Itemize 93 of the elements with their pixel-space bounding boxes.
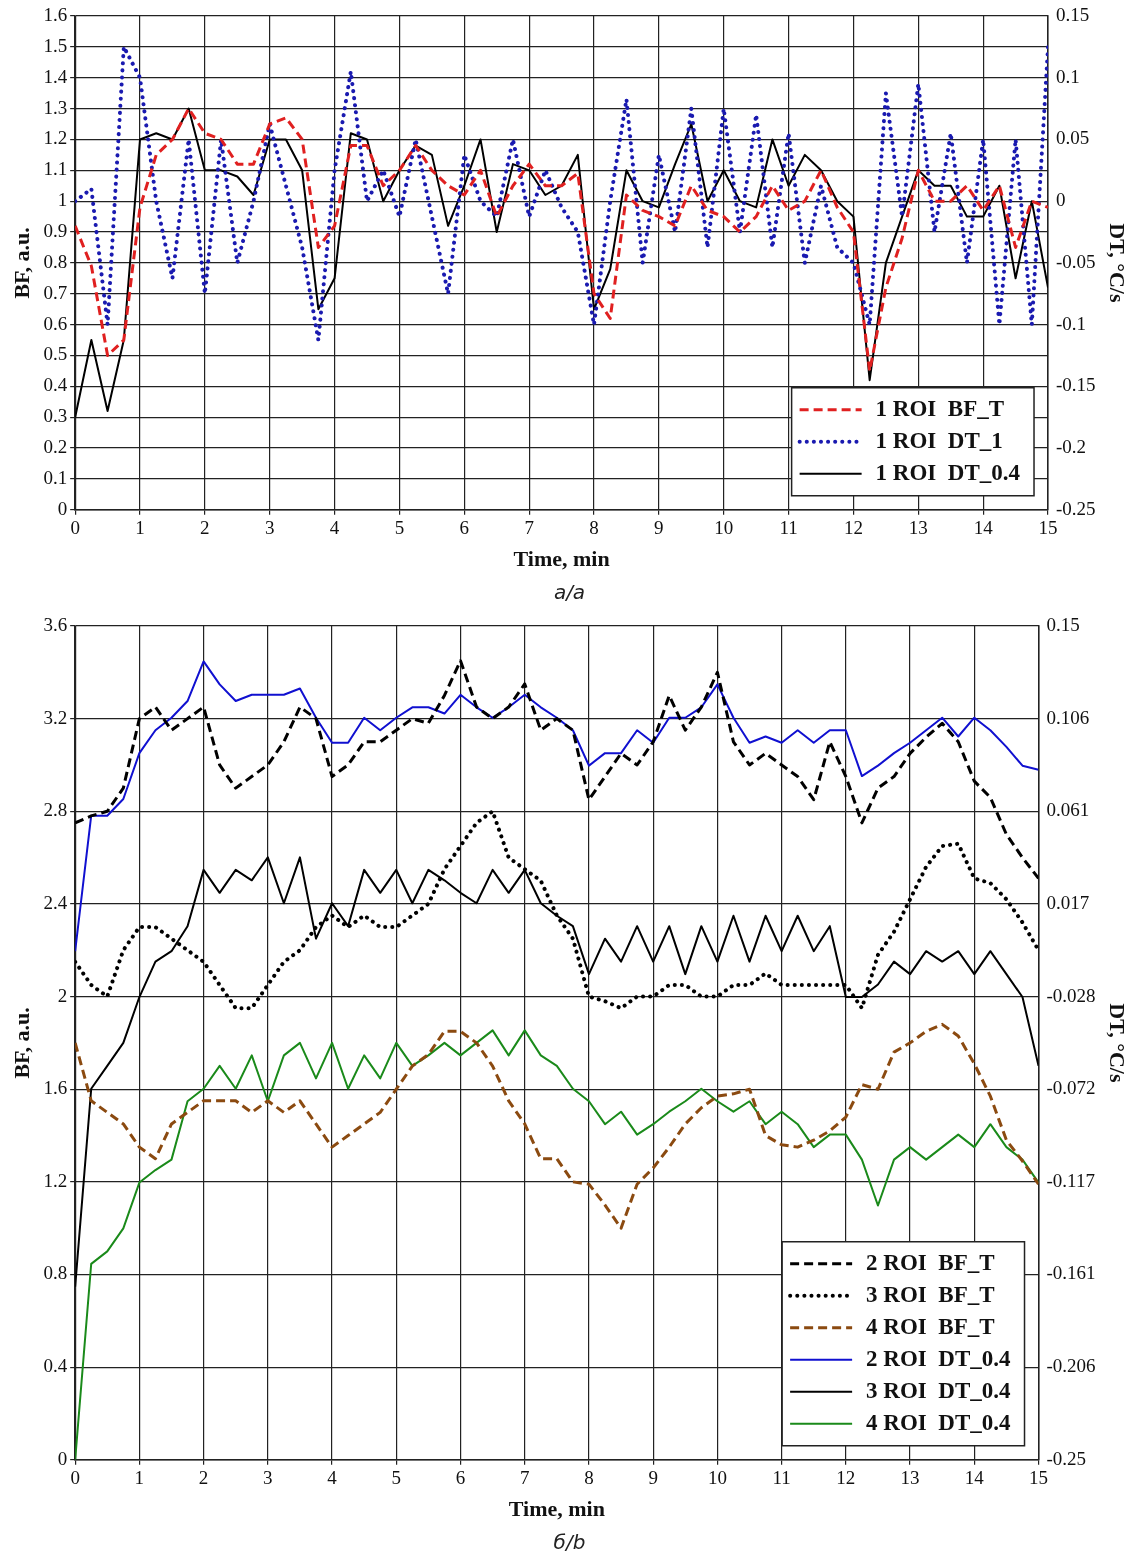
y-tick-label: 1.5: [43, 34, 68, 56]
x-tick-label: 11: [772, 1467, 791, 1489]
y2-tick-label: -0.15: [1056, 374, 1096, 396]
y2-tick-label: -0.1: [1056, 312, 1087, 334]
x-axis-title: Time, min: [513, 546, 610, 572]
y-tick-label: 1: [57, 189, 68, 211]
y-axis-title: BF, a.u.: [8, 1007, 34, 1079]
x-tick-label: 8: [589, 517, 599, 539]
x-axis-title: Time, min: [508, 1496, 605, 1522]
y2-tick-label: 0.1: [1056, 65, 1080, 87]
y-tick-label: 0.8: [43, 250, 68, 272]
x-tick-label: 2: [200, 517, 210, 539]
y2-tick-label: 0: [1056, 189, 1066, 211]
y2-tick-label: 0.061: [1046, 799, 1090, 821]
y-axis-title: BF, a.u.: [8, 227, 34, 299]
y-tick-label: 0.7: [43, 281, 68, 303]
x-tick-label: 1: [135, 517, 145, 539]
y-tick-label: 1.6: [43, 1077, 68, 1099]
y2-tick-label: 0.017: [1046, 891, 1090, 913]
x-tick-label: 12: [836, 1467, 856, 1489]
y-tick-label: 2.4: [43, 891, 68, 913]
y-tick-label: 1.2: [43, 127, 68, 149]
x-tick-label: 5: [394, 517, 405, 539]
legend-label: 4 ROI BF_T: [866, 1313, 995, 1339]
y-tick-label: 0.9: [43, 220, 68, 242]
y-tick-label: 1.6: [43, 3, 68, 25]
legend-label: 2 ROI DT_0.4: [866, 1345, 1012, 1371]
x-tick-label: 11: [779, 517, 798, 539]
y2-tick-label: -0.161: [1046, 1262, 1096, 1284]
y2-axis-title: DT, °C/s: [1105, 1003, 1131, 1083]
x-tick-label: 3: [263, 1467, 273, 1489]
y-tick-label: 3.6: [43, 613, 68, 635]
y-tick-label: 0.5: [43, 343, 68, 365]
x-tick-label: 12: [843, 517, 863, 539]
y2-tick-label: -0.25: [1046, 1447, 1087, 1469]
x-tick-label: 4: [327, 1467, 338, 1489]
y-tick-label: 0.1: [43, 466, 68, 488]
x-tick-label: 10: [707, 1467, 727, 1489]
x-tick-label: 4: [329, 517, 340, 539]
y2-tick-label: -0.117: [1046, 1169, 1095, 1191]
y-tick-label: 2: [57, 984, 68, 1006]
y2-tick-label: -0.072: [1046, 1077, 1096, 1099]
legend-label: 3 ROI BF_T: [866, 1281, 995, 1307]
legend-label: 1 ROI DT_1: [875, 427, 1003, 453]
y2-axis-title: DT, °C/s: [1105, 223, 1131, 303]
x-tick-label: 8: [584, 1467, 594, 1489]
y2-tick-label: -0.25: [1056, 497, 1096, 519]
y-tick-label: 1.4: [43, 65, 68, 87]
y2-tick-label: -0.05: [1056, 250, 1096, 272]
x-tick-label: 13: [900, 1467, 920, 1489]
y-tick-label: 0.6: [43, 312, 68, 334]
y2-tick-label: -0.028: [1046, 984, 1096, 1006]
y-tick-label: 1.1: [43, 158, 68, 180]
y2-tick-label: -0.2: [1056, 436, 1087, 458]
y-tick-label: 0: [57, 1447, 68, 1469]
x-tick-label: 6: [459, 517, 470, 539]
y-tick-label: 0.2: [43, 436, 68, 458]
x-tick-label: 3: [264, 517, 275, 539]
y-tick-label: 0.3: [43, 405, 68, 427]
x-tick-label: 14: [973, 517, 994, 539]
legend-label: 1 ROI BF_T: [875, 395, 1005, 421]
x-tick-label: 7: [524, 517, 534, 539]
y2-tick-label: 0.15: [1056, 3, 1090, 25]
y-tick-label: 0: [57, 497, 68, 519]
legend-label: 4 ROI DT_0.4: [866, 1409, 1012, 1435]
x-tick-label: 9: [654, 517, 664, 539]
x-tick-label: 13: [908, 517, 928, 539]
x-tick-label: 6: [455, 1467, 466, 1489]
y-tick-label: 0.8: [43, 1262, 68, 1284]
text: а/a: [552, 580, 587, 604]
y2-tick-label: 0.15: [1046, 613, 1080, 635]
y-tick-label: 1.3: [43, 96, 68, 118]
y2-tick-label: 0.106: [1046, 706, 1090, 728]
legend-label: 2 ROI BF_T: [866, 1249, 995, 1275]
x-tick-label: 1: [134, 1467, 145, 1489]
y-tick-label: 0.4: [43, 1355, 68, 1377]
legend-label: 1 ROI DT_0.4: [875, 459, 1021, 485]
x-tick-label: 14: [964, 1467, 985, 1489]
y-tick-label: 2.8: [43, 799, 68, 821]
x-tick-label: 2: [198, 1467, 209, 1489]
y2-tick-label: 0.05: [1056, 127, 1090, 149]
y2-tick-label: -0.206: [1046, 1355, 1096, 1377]
x-tick-label: 15: [1029, 1467, 1049, 1489]
legend-label: 3 ROI DT_0.4: [866, 1377, 1012, 1403]
x-tick-label: 9: [648, 1467, 658, 1489]
x-tick-label: 5: [391, 1467, 402, 1489]
y-tick-label: 0.4: [43, 374, 68, 396]
text: б/b: [552, 1530, 587, 1554]
x-tick-label: 10: [714, 517, 734, 539]
y-tick-label: 1.2: [43, 1169, 68, 1191]
y-tick-label: 3.2: [43, 706, 68, 728]
x-tick-label: 15: [1038, 517, 1058, 539]
x-tick-label: 7: [519, 1467, 530, 1489]
